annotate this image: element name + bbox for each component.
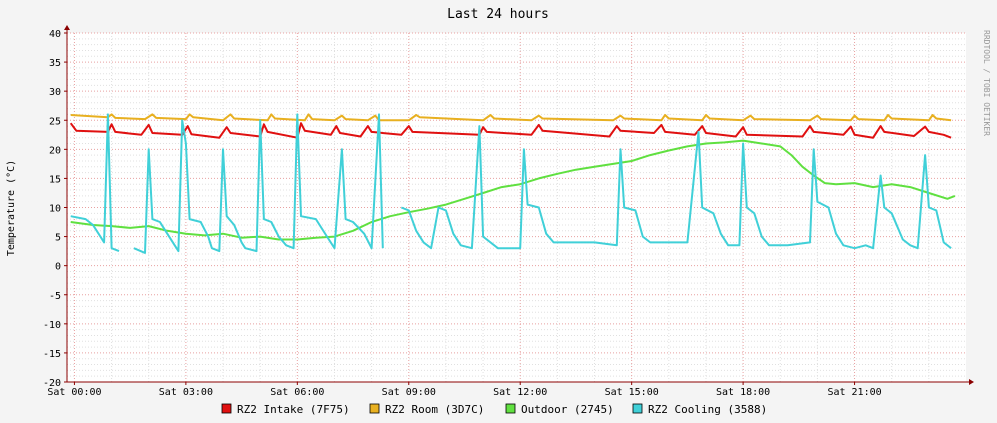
legend-swatch xyxy=(505,403,516,414)
x-tick-label: Sat 12:00 xyxy=(493,387,547,398)
y-tick-label: -15 xyxy=(43,349,61,360)
series-line xyxy=(70,113,952,254)
y-tick-label: 15 xyxy=(49,174,61,185)
y-axis-arrow xyxy=(64,25,70,30)
legend-swatch xyxy=(369,403,380,414)
series-line xyxy=(70,139,956,241)
y-tick-label: 0 xyxy=(55,262,61,273)
legend-label: RZ2 Cooling (3588) xyxy=(648,403,767,416)
x-tick-label: Sat 03:00 xyxy=(159,387,213,398)
y-tick-label: -10 xyxy=(43,320,61,331)
x-tick-label: Sat 00:00 xyxy=(47,387,101,398)
y-tick-label: 5 xyxy=(55,233,61,244)
y-tick-label: 30 xyxy=(49,87,61,98)
y-tick-label: 25 xyxy=(49,116,61,127)
x-tick-label: Sat 06:00 xyxy=(270,387,324,398)
x-tick-label: Sat 21:00 xyxy=(827,387,881,398)
series-line xyxy=(69,122,952,139)
legend-swatch xyxy=(221,403,232,414)
x-tick-label: Sat 18:00 xyxy=(716,387,770,398)
series-line xyxy=(70,113,952,122)
series-layer xyxy=(69,113,956,254)
legend: RZ2 Intake (7F75) RZ2 Room (3D7C) Outdoor … xyxy=(221,403,767,416)
plot-area xyxy=(67,33,966,382)
y-tick-label: 35 xyxy=(49,58,61,69)
x-tick-label: Sat 15:00 xyxy=(605,387,659,398)
y-tick-label: -5 xyxy=(49,291,61,302)
legend-label: RZ2 Intake (7F75) xyxy=(237,403,350,416)
x-tick-label: Sat 09:00 xyxy=(382,387,436,398)
y-tick-label: 10 xyxy=(49,204,61,215)
y-axis-label: Temperature (°C) xyxy=(6,160,17,256)
legend-label: RZ2 Room (3D7C) xyxy=(385,403,484,416)
y-tick-label: 20 xyxy=(49,145,61,156)
rrdtool-watermark: RRDTOOL / TOBI OETIKER xyxy=(982,30,991,136)
y-tick-label: 40 xyxy=(49,29,61,40)
x-axis-arrow xyxy=(969,379,974,385)
chart-title: Last 24 hours xyxy=(447,7,549,22)
legend-label: Outdoor (2745) xyxy=(521,403,614,416)
legend-swatch xyxy=(632,403,643,414)
y-tick-label: -20 xyxy=(43,378,61,389)
